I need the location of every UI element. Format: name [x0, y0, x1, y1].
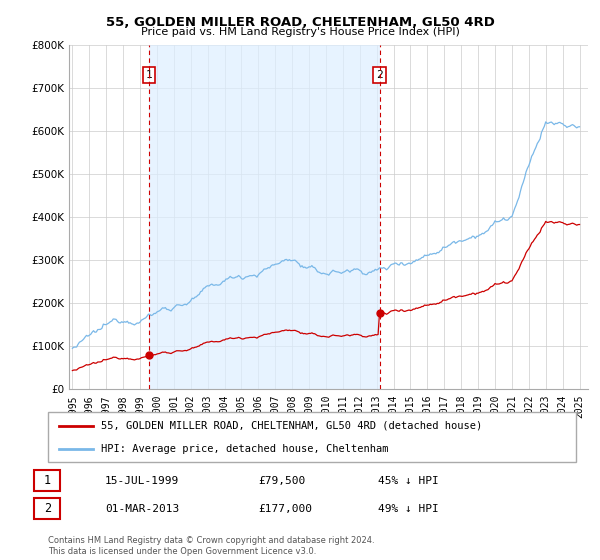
Text: 55, GOLDEN MILLER ROAD, CHELTENHAM, GL50 4RD: 55, GOLDEN MILLER ROAD, CHELTENHAM, GL50…	[106, 16, 494, 29]
Text: 2: 2	[376, 70, 383, 80]
Text: 15-JUL-1999: 15-JUL-1999	[105, 476, 179, 486]
Text: £177,000: £177,000	[258, 504, 312, 514]
Text: HPI: Average price, detached house, Cheltenham: HPI: Average price, detached house, Chel…	[101, 445, 388, 454]
Text: 01-MAR-2013: 01-MAR-2013	[105, 504, 179, 514]
Text: 55, GOLDEN MILLER ROAD, CHELTENHAM, GL50 4RD (detached house): 55, GOLDEN MILLER ROAD, CHELTENHAM, GL50…	[101, 421, 482, 431]
Text: 45% ↓ HPI: 45% ↓ HPI	[378, 476, 439, 486]
FancyBboxPatch shape	[34, 498, 61, 519]
FancyBboxPatch shape	[48, 412, 576, 462]
Bar	[149, 45, 380, 389]
Text: Price paid vs. HM Land Registry's House Price Index (HPI): Price paid vs. HM Land Registry's House …	[140, 27, 460, 37]
FancyBboxPatch shape	[34, 470, 61, 491]
Text: 49% ↓ HPI: 49% ↓ HPI	[378, 504, 439, 514]
Text: 1: 1	[44, 474, 51, 487]
Text: Contains HM Land Registry data © Crown copyright and database right 2024.
This d: Contains HM Land Registry data © Crown c…	[48, 536, 374, 556]
Text: 1: 1	[146, 70, 152, 80]
Text: 2: 2	[44, 502, 51, 515]
Text: £79,500: £79,500	[258, 476, 305, 486]
